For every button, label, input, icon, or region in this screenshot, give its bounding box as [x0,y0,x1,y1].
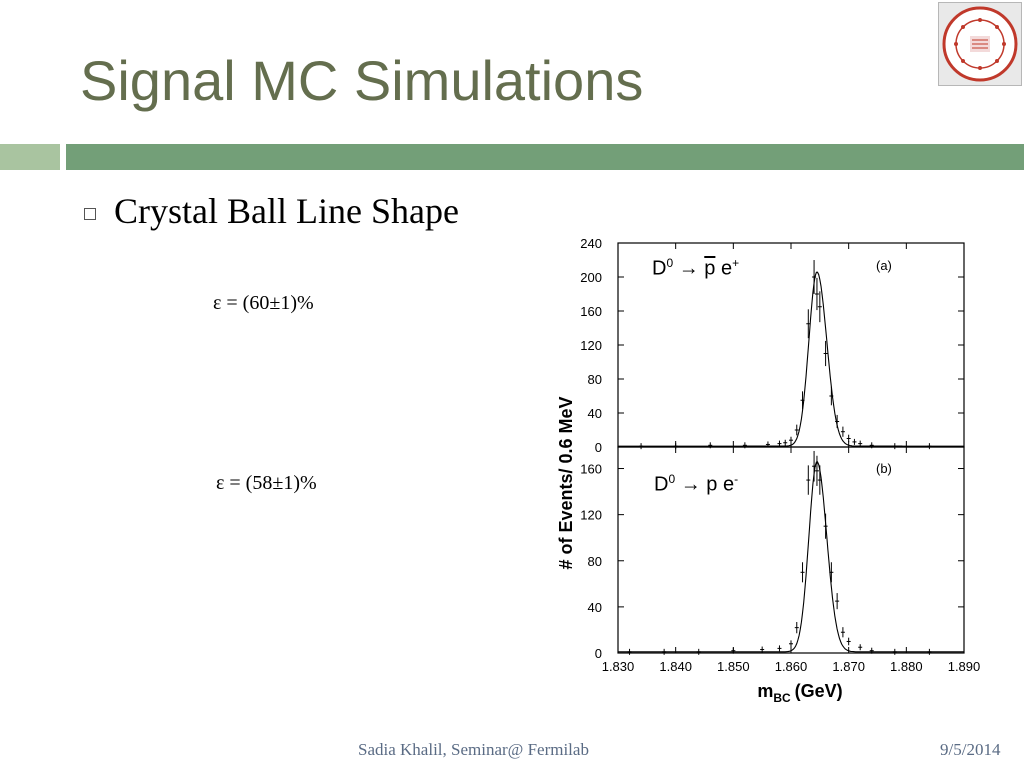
y-tick-label: 80 [588,554,602,569]
x-axis: 1.830 1.840 1.850 1.860 1.870 1.880 1.890 [602,659,981,674]
bullet-text: Crystal Ball Line Shape [114,191,459,231]
mass-distribution-chart: 0 40 80 120 160 200 240 0 40 80 120 160 1.830 1.840… [556,236,981,705]
y-tick-label: 160 [580,462,602,477]
x-tick-label: 1.830 [602,659,635,674]
y-axis-label: # of Events/ 0.6 MeV [556,396,576,569]
panel-label-a: (a) [876,258,892,273]
footer-date: 9/5/2014 [940,740,1001,759]
y-tick-label: 40 [588,406,602,421]
panel-a: 0 40 80 120 160 200 240 [580,236,965,455]
decay-annotation-b: D0 → p e- [654,472,739,496]
x-axis-label: mBC (GeV) [757,681,842,705]
y-tick-label: 120 [580,508,602,523]
efficiency-b: ε = (58±1)% [216,472,317,494]
y-tick-label: 120 [580,338,602,353]
x-tick-label: 1.850 [717,659,750,674]
x-tick-label: 1.890 [948,659,981,674]
y-tick-label: 200 [580,270,602,285]
x-tick-label: 1.840 [659,659,692,674]
y-tick-label: 0 [595,646,602,661]
y-tick-label: 40 [588,600,602,615]
fit-curve [618,461,964,653]
panel-label-b: (b) [876,461,892,476]
x-tick-label: 1.860 [775,659,808,674]
x-tick-label: 1.880 [890,659,923,674]
panel-b: 0 40 80 120 160 [580,446,965,661]
y-tick-label: 240 [580,236,602,251]
syracuse-university-seal-logo [938,2,1022,86]
decay-annotation-a: D0 → p e+ [652,256,740,280]
fit-curve [618,271,964,447]
efficiency-a: ε = (60±1)% [213,292,314,314]
footer-author: Sadia Khalil, Seminar@ Fermilab [358,740,589,759]
slide-title: Signal MC Simulations [80,49,644,112]
y-tick-label: 80 [588,372,602,387]
x-tick-label: 1.870 [832,659,865,674]
y-tick-label: 160 [580,304,602,319]
title-divider-accent [0,144,60,170]
title-divider-bar [66,144,1024,170]
y-tick-label: 0 [595,440,602,455]
bullet-square-icon [84,208,96,220]
